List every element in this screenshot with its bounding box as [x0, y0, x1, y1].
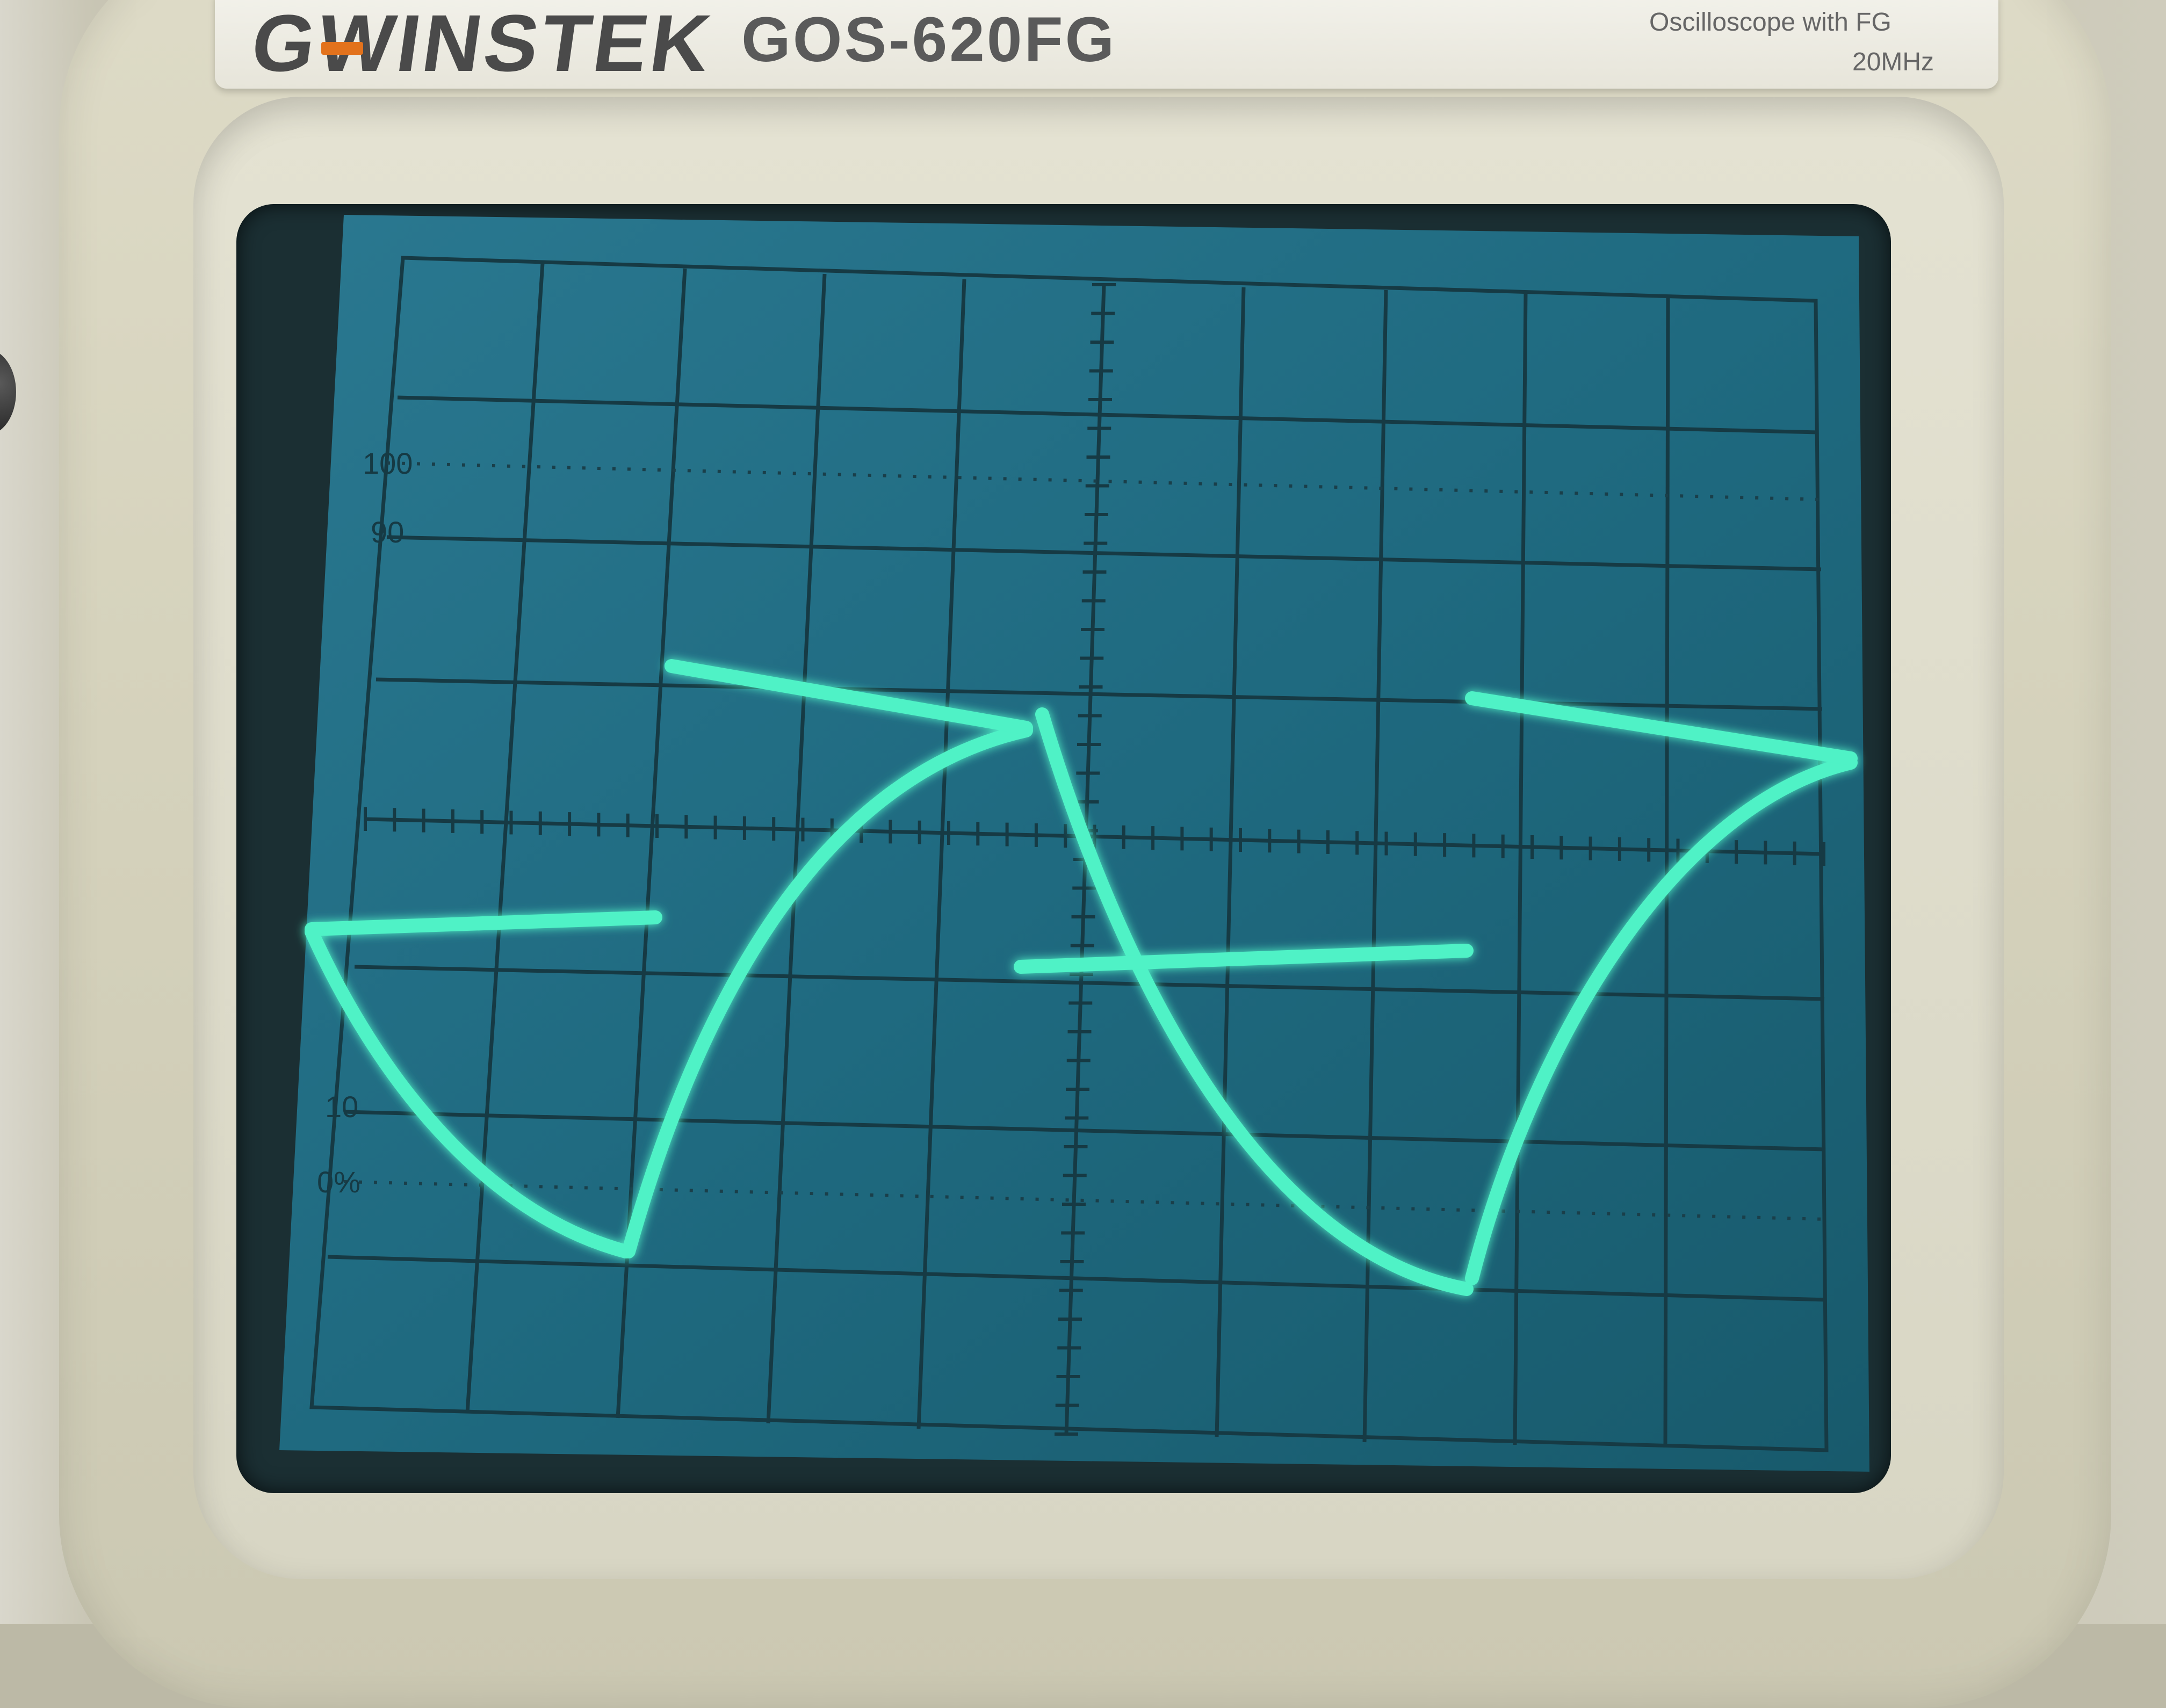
grid-v-9 — [1663, 296, 1670, 1448]
grid-v-4 — [916, 279, 966, 1429]
grid-v-3 — [766, 273, 827, 1424]
crt-screen: 100 90 10 0% — [279, 215, 1869, 1472]
grid-h-5 — [354, 965, 1825, 1001]
label-10: 10 — [325, 1090, 358, 1124]
waveform-trace — [305, 659, 1858, 1296]
grid-h-3 — [376, 677, 1823, 711]
grid-v-1 — [465, 263, 545, 1413]
label-plate — [215, 0, 1998, 89]
trace-mid-2 — [1014, 944, 1474, 974]
trace-rise-1 — [622, 723, 1033, 1258]
label-0-percent: 0% — [317, 1165, 360, 1199]
product-description: Oscilloscope with FG — [1649, 8, 1891, 37]
trace-fall-2 — [1035, 707, 1474, 1296]
trace-top-2 — [1465, 691, 1858, 765]
screen-glass — [279, 215, 1869, 1472]
trace-mid-1 — [305, 910, 662, 936]
trace-rise-2 — [1465, 756, 1858, 1285]
grid-h-1 — [397, 395, 1819, 435]
graticule-labels: 100 90 10 0% — [317, 446, 413, 1199]
trace-fall-1 — [305, 925, 633, 1258]
grid-v-6 — [1215, 287, 1246, 1437]
grid-h-6 — [343, 1110, 1826, 1152]
model-name: GOS-620FG — [741, 4, 1117, 75]
bandwidth-label: 20MHz — [1852, 48, 1934, 76]
trace-top-1 — [665, 659, 1033, 735]
brand-accent-bar — [321, 42, 363, 55]
grid-v-8 — [1513, 292, 1528, 1445]
label-90: 90 — [371, 515, 404, 549]
grid-h-2 — [386, 535, 1822, 571]
label-100: 100 — [363, 446, 413, 480]
dotted-percent-lines — [343, 461, 1826, 1221]
grid-h-7 — [327, 1255, 1826, 1302]
